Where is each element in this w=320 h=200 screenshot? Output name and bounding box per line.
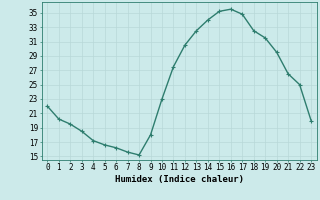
X-axis label: Humidex (Indice chaleur): Humidex (Indice chaleur) xyxy=(115,175,244,184)
